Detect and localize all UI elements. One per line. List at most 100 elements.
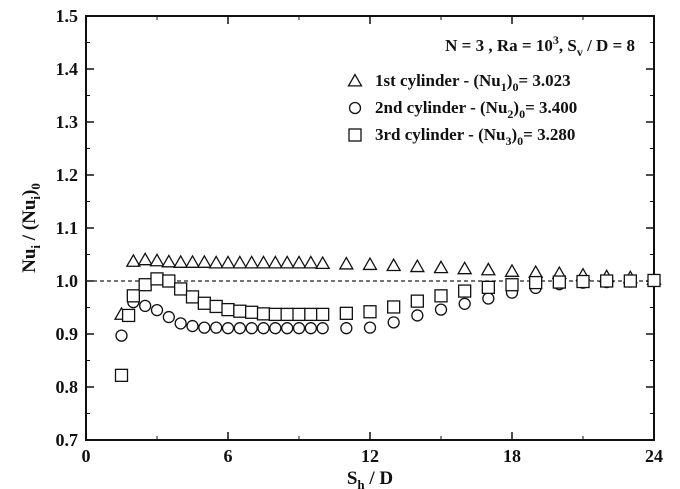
data-point bbox=[339, 306, 353, 320]
x-tick-label: 24 bbox=[645, 446, 663, 466]
data-point bbox=[623, 274, 637, 288]
data-point bbox=[125, 253, 141, 267]
y-axis-title: Nui / (Nui)0 bbox=[19, 183, 43, 273]
data-point bbox=[139, 299, 152, 313]
data-point bbox=[434, 289, 448, 303]
data-point bbox=[115, 329, 128, 342]
data-point bbox=[185, 290, 200, 304]
data-point bbox=[552, 275, 566, 289]
data-point bbox=[292, 322, 306, 335]
y-tick-label: 0.8 bbox=[56, 377, 79, 397]
legend-label-part: 1st cylinder - (Nu bbox=[375, 71, 501, 90]
data-point bbox=[244, 255, 260, 269]
data-point bbox=[150, 272, 164, 286]
legend-label-part: ) bbox=[513, 98, 519, 117]
data-point bbox=[316, 307, 330, 322]
data-point bbox=[174, 317, 187, 330]
legend-label: 2nd cylinder - (Nu2)0= 3.400 bbox=[375, 98, 577, 121]
legend-label-part: ) bbox=[507, 71, 513, 90]
data-point bbox=[233, 322, 246, 335]
data-point bbox=[245, 322, 258, 335]
data-point bbox=[480, 262, 496, 276]
data-point bbox=[281, 322, 294, 335]
legend-label-part: 0 bbox=[519, 107, 525, 121]
data-point bbox=[411, 309, 424, 322]
legend-marker bbox=[348, 128, 362, 142]
data-marks bbox=[113, 251, 662, 382]
data-point bbox=[291, 255, 307, 269]
legend-label-part: = 3.400 bbox=[525, 98, 577, 117]
data-point bbox=[150, 303, 164, 317]
data-point bbox=[529, 275, 543, 290]
x-tick-label: 18 bbox=[503, 446, 521, 466]
y-tick-label: 1.5 bbox=[56, 6, 79, 26]
y-tick-label: 1.0 bbox=[56, 271, 79, 291]
data-point bbox=[363, 321, 377, 334]
data-point bbox=[184, 254, 201, 268]
legend-label-part: 0 bbox=[512, 80, 518, 94]
legend-marker bbox=[347, 73, 363, 87]
y-tick-label: 1.3 bbox=[56, 112, 79, 132]
data-point bbox=[504, 263, 520, 277]
data-point bbox=[387, 300, 401, 314]
data-point bbox=[505, 278, 519, 292]
data-point bbox=[362, 256, 378, 271]
legend-label: 3rd cylinder - (Nu3)0= 3.280 bbox=[375, 125, 575, 148]
legend-marker bbox=[348, 101, 362, 115]
data-point bbox=[208, 255, 224, 269]
data-point bbox=[410, 294, 424, 308]
data-point bbox=[198, 321, 211, 334]
legend-label-part: 1 bbox=[501, 80, 507, 94]
data-point bbox=[173, 254, 189, 268]
data-point bbox=[221, 302, 235, 317]
legend-label-part: 2nd cylinder - (Nu bbox=[375, 98, 507, 117]
data-point bbox=[315, 255, 331, 270]
data-point bbox=[316, 322, 329, 335]
data-point bbox=[433, 259, 449, 274]
data-point bbox=[340, 322, 353, 335]
x-tick-label: 12 bbox=[361, 446, 379, 466]
data-point bbox=[280, 307, 294, 322]
legend-label-part: ) bbox=[512, 125, 518, 144]
data-point bbox=[267, 255, 283, 269]
data-point bbox=[197, 296, 211, 310]
data-point bbox=[255, 255, 272, 269]
data-point bbox=[126, 289, 140, 303]
data-point bbox=[482, 292, 495, 305]
data-point bbox=[387, 316, 400, 329]
data-point bbox=[162, 274, 176, 288]
data-point bbox=[149, 253, 165, 267]
y-tick-label: 0.9 bbox=[56, 324, 79, 344]
data-point bbox=[268, 307, 282, 322]
data-point bbox=[647, 273, 661, 288]
x-axis-title: Sh / D bbox=[347, 468, 393, 489]
data-point bbox=[279, 255, 295, 269]
ticks: 0 6 12 18 24 0.7 0.8 0.9 1.0 1.1 1.2 1.3 1.4 1.5 bbox=[56, 6, 664, 466]
data-point bbox=[363, 305, 377, 319]
data-point bbox=[481, 280, 495, 295]
legend-label: 1st cylinder - (Nu1)0= 3.023 bbox=[375, 71, 571, 94]
data-point bbox=[221, 322, 235, 335]
data-point bbox=[338, 256, 354, 270]
y-tick-label: 1.1 bbox=[56, 218, 79, 238]
data-point bbox=[600, 274, 614, 288]
data-point bbox=[220, 255, 236, 269]
data-point bbox=[162, 310, 175, 324]
data-point bbox=[458, 284, 472, 298]
data-point bbox=[303, 255, 319, 269]
series-triangle bbox=[113, 251, 662, 320]
data-point bbox=[245, 305, 259, 319]
data-point bbox=[186, 319, 199, 333]
legend: 1st cylinder - (Nu1)0= 3.023 2nd cylinder… bbox=[347, 71, 577, 148]
x-tick-label: 6 bbox=[224, 446, 233, 466]
data-point bbox=[196, 254, 212, 268]
data-point bbox=[257, 322, 270, 335]
legend-label-part: 3 bbox=[506, 134, 512, 148]
y-tick-label: 0.7 bbox=[56, 430, 79, 450]
y-tick-label: 1.2 bbox=[56, 165, 79, 185]
y-tick-label: 1.4 bbox=[56, 59, 79, 79]
data-point bbox=[457, 260, 473, 275]
data-point bbox=[458, 297, 471, 310]
data-point bbox=[304, 322, 317, 335]
